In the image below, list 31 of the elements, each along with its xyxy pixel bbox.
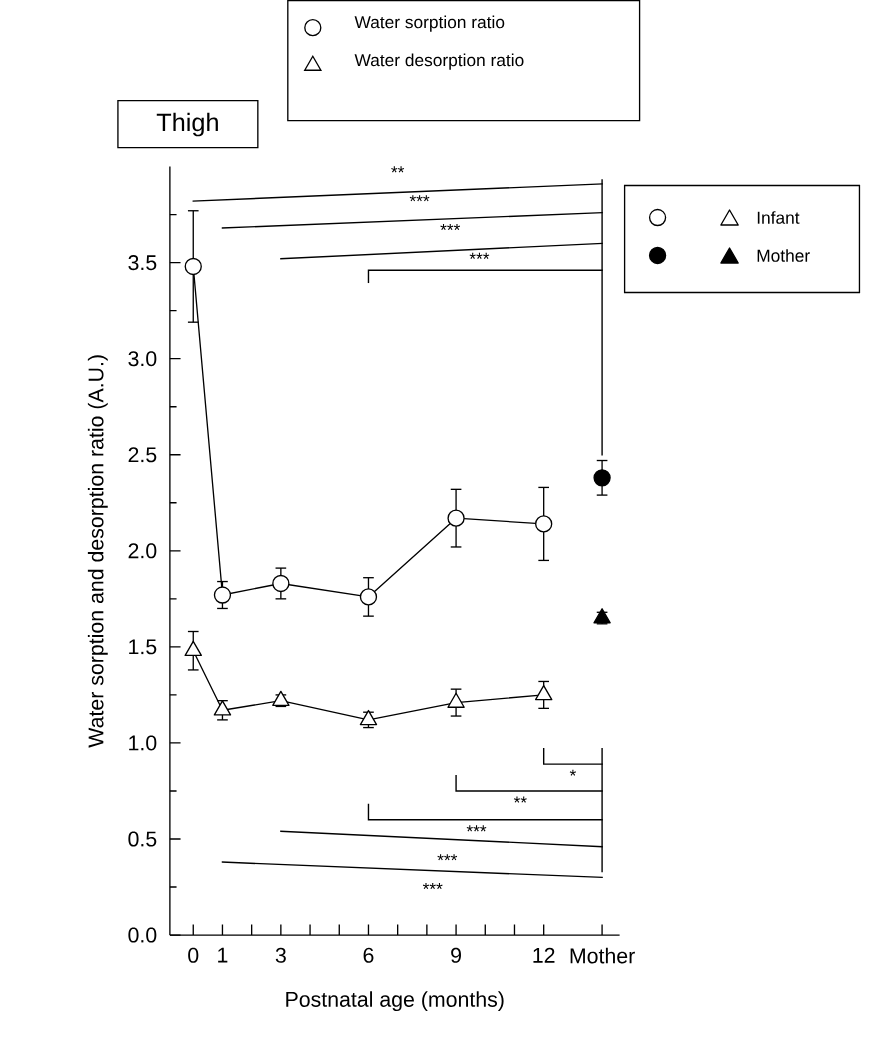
x-tick-label: 0 (187, 947, 199, 963)
annotation: *** (440, 224, 460, 231)
x-axis-title: Postnatal age (months) (286, 991, 504, 1012)
x-tick-label: 1 (217, 947, 228, 963)
legend-label: Water desorption ratio (354, 53, 524, 70)
y-tick-label: 2.5 (128, 447, 157, 463)
annotation: *** (422, 883, 443, 890)
y-tick-label: 3.5 (128, 255, 157, 271)
annotation: *** (437, 854, 457, 861)
x-tick-label: Mother (570, 947, 635, 964)
x-tick-label: 12 (533, 947, 555, 963)
y-tick-label: 2.0 (128, 543, 157, 559)
y-axis-title: Water sorption and desorption ratio (A.U.) (87, 355, 108, 748)
annotation: ** (513, 796, 527, 803)
y-tick-label: 1.5 (128, 639, 157, 655)
annotation: * (569, 769, 576, 776)
x-tick-label: 3 (275, 947, 286, 963)
y-tick-label: 0.5 (128, 831, 157, 847)
annotation: *** (469, 252, 490, 259)
y-tick-label: 0.0 (128, 927, 157, 943)
text: Mother (757, 249, 810, 262)
annotation: *** (466, 825, 487, 832)
x-tick-label: 9 (450, 947, 461, 963)
annotation: ** (390, 166, 404, 173)
y-tick-label: 3.0 (128, 351, 157, 367)
chart-title: Thigh (156, 112, 218, 137)
text: Infant (757, 211, 800, 224)
y-tick-label: 1.0 (128, 735, 157, 751)
x-tick-label: 6 (363, 947, 374, 963)
annotation: *** (409, 195, 430, 202)
legend-label: Water sorption ratio (354, 15, 505, 32)
